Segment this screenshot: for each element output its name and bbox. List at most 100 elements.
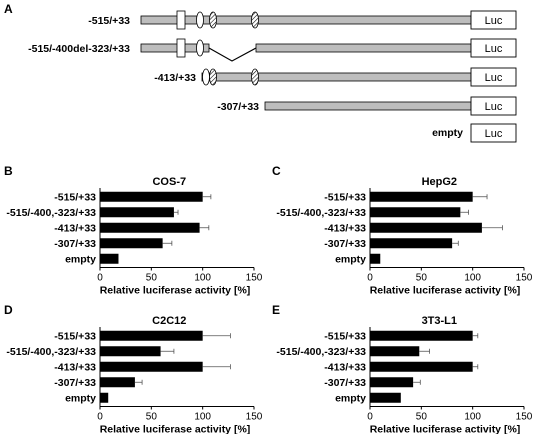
category-label: -515/-400,-323/+33 [276, 346, 366, 358]
x-tick-label: 150 [516, 273, 533, 284]
promoter-bar [264, 101, 472, 111]
category-label: -515/+33 [324, 330, 366, 342]
bar [370, 346, 420, 357]
bar [100, 392, 109, 403]
x-tick-label: 0 [367, 273, 373, 284]
luc-label: Luc [485, 15, 503, 27]
category-label: -413/+33 [324, 222, 366, 234]
chart-title: C2C12 [152, 315, 186, 327]
category-label: -515/-400,-323/+33 [276, 207, 366, 219]
category-label: -307/+33 [54, 238, 96, 250]
luc-label: Luc [485, 43, 503, 55]
deletion-line [208, 47, 257, 62]
x-tick-label: 100 [194, 412, 211, 423]
promoter-bar [201, 72, 472, 82]
x-tick-label: 150 [246, 412, 263, 423]
construct-413-33: -413/+33 Luc [154, 67, 517, 87]
x-axis-label: Relative luciferase activity [%] [370, 285, 521, 297]
x-tick-label: 100 [464, 273, 481, 284]
bar [100, 222, 200, 233]
promoter-bar-right [255, 43, 472, 53]
bar [370, 238, 453, 249]
bar [100, 346, 161, 357]
binding-site-hatched [251, 68, 259, 86]
luc-label: Luc [485, 101, 503, 113]
chart-panel-d: D C2C12 -515/+33 -515/-400,-323/+33 -413/+33… [4, 303, 263, 434]
category-label: -515/+33 [54, 191, 96, 203]
category-label: -413/+33 [54, 222, 96, 234]
bar [370, 361, 473, 372]
x-tick-label: 0 [97, 273, 103, 284]
bar [100, 253, 119, 264]
category-label: -515/-400,-323/+33 [6, 207, 96, 219]
bar [370, 207, 461, 218]
x-tick-label: 100 [464, 412, 481, 423]
category-label: empty [65, 392, 96, 404]
x-tick-label: 150 [246, 273, 263, 284]
luc-label: Luc [485, 72, 503, 84]
chart-panel-c: C HepG2 -515/+33 -515/-400,-323/+33 -413/+33… [272, 164, 533, 297]
x-tick-label: 50 [416, 412, 428, 423]
construct-515-33: -515/+33 Luc [88, 10, 517, 30]
category-label: empty [335, 392, 366, 404]
construct-label: -413/+33 [154, 72, 196, 84]
construct-deletion: -515/-400del-323/+33 Luc [28, 38, 517, 62]
bar [370, 253, 381, 264]
category-label: -515/-400,-323/+33 [6, 346, 96, 358]
luc-box [470, 67, 517, 87]
construct-empty: empty Luc [432, 123, 517, 143]
chart-title: HepG2 [422, 176, 457, 188]
bar [370, 330, 473, 341]
x-tick-label: 0 [367, 412, 373, 423]
bar [100, 330, 203, 341]
category-label: -413/+33 [324, 361, 366, 373]
luc-box [470, 10, 517, 30]
construct-label: -307/+33 [217, 101, 259, 113]
panel-label: D [4, 303, 13, 317]
x-tick-label: 100 [194, 273, 211, 284]
bar [370, 222, 482, 233]
category-label: -307/+33 [54, 377, 96, 389]
panel-label: C [272, 164, 281, 178]
binding-site-box [176, 10, 186, 30]
chart-title: COS-7 [152, 176, 186, 188]
chart-title: 3T3-L1 [422, 315, 457, 327]
category-label: -413/+33 [54, 361, 96, 373]
binding-site-oval [196, 11, 204, 29]
construct-label: -515/+33 [88, 15, 130, 27]
bar [100, 377, 135, 388]
x-tick-label: 50 [416, 273, 428, 284]
x-tick-label: 0 [97, 412, 103, 423]
bar [370, 392, 401, 403]
bar-charts: B COS-7 -515/+33 -515/-400,-323/+33 -413/+33… [4, 164, 533, 434]
category-label: -307/+33 [324, 238, 366, 250]
x-tick-label: 150 [516, 412, 533, 423]
chart-panel-e: E 3T3-L1 -515/+33 -515/-400,-323/+33 -413/+3… [272, 303, 533, 434]
binding-site-hatched [209, 11, 217, 29]
bar [370, 377, 414, 388]
panel-label: E [272, 303, 280, 317]
bar [100, 191, 203, 202]
bar [100, 361, 203, 372]
category-label: -515/+33 [54, 330, 96, 342]
panel-a-label: A [4, 2, 13, 16]
binding-site-hatched [209, 68, 217, 86]
luc-box [470, 38, 517, 58]
category-label: empty [335, 253, 366, 265]
x-tick-label: 50 [146, 273, 158, 284]
luc-label: Luc [485, 128, 503, 140]
category-label: empty [65, 253, 96, 265]
panel-label: B [4, 164, 13, 178]
construct-label: -515/-400del-323/+33 [28, 43, 130, 55]
category-label: -307/+33 [324, 377, 366, 389]
bar [100, 207, 174, 218]
category-label: -515/+33 [324, 191, 366, 203]
x-tick-label: 50 [146, 412, 158, 423]
bar [100, 238, 163, 249]
x-axis-label: Relative luciferase activity [%] [100, 285, 251, 297]
x-axis-label: Relative luciferase activity [%] [370, 424, 521, 434]
chart-panel-b: B COS-7 -515/+33 -515/-400,-323/+33 -413/+33… [4, 164, 263, 297]
panel-a-constructs: A -515/+33 Luc -515/-400del-323/+33 Luc … [4, 2, 517, 143]
luc-box [470, 123, 517, 143]
